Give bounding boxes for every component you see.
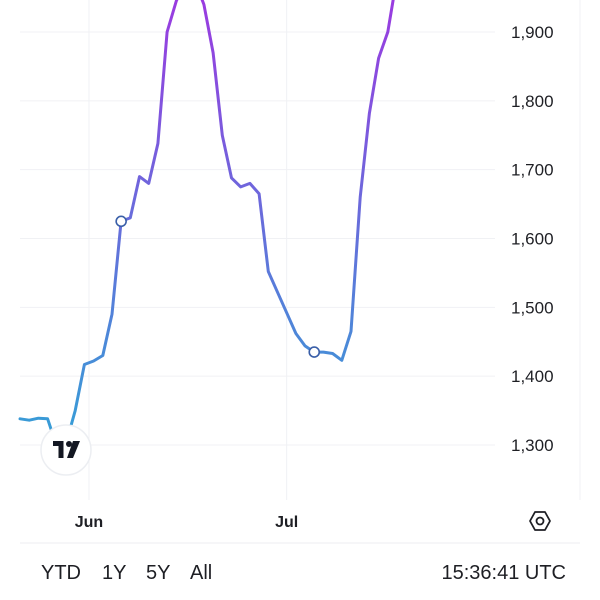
x-tick-label: Jun: [75, 514, 103, 531]
markers: [115, 215, 321, 358]
range-button-all[interactable]: All: [190, 562, 213, 584]
range-button-ytd[interactable]: YTD: [41, 562, 81, 584]
y-tick-label: 1,800: [511, 92, 554, 111]
event-marker[interactable]: [115, 215, 127, 228]
y-tick-label: 1,300: [511, 436, 554, 455]
y-tick-label: 1,500: [511, 298, 554, 317]
settings-icon[interactable]: [529, 511, 551, 531]
tradingview-logo-icon[interactable]: [40, 424, 92, 476]
clock-readout: 15:36:41 UTC: [441, 562, 566, 584]
bottom-toolbar: YTD 1Y 5Y All 15:36:41 UTC: [0, 546, 600, 600]
x-tick-label: Jul: [275, 514, 298, 531]
series-line: [18, 0, 395, 448]
y-tick-label: 1,400: [511, 367, 554, 386]
y-tick-label: 1,900: [511, 23, 554, 42]
grid: [20, 0, 581, 500]
y-tick-label: 1,600: [511, 230, 554, 249]
series-line-group: [18, 0, 395, 448]
event-marker[interactable]: [308, 346, 321, 358]
range-button-1y[interactable]: 1Y: [102, 562, 127, 584]
y-axis: 1,900 1,800 1,700 1,600 1,500 1,400 1,300: [511, 23, 554, 455]
y-tick-label: 1,700: [511, 161, 554, 180]
range-button-5y[interactable]: 5Y: [146, 562, 171, 584]
x-axis: Jun Jul: [75, 514, 298, 531]
